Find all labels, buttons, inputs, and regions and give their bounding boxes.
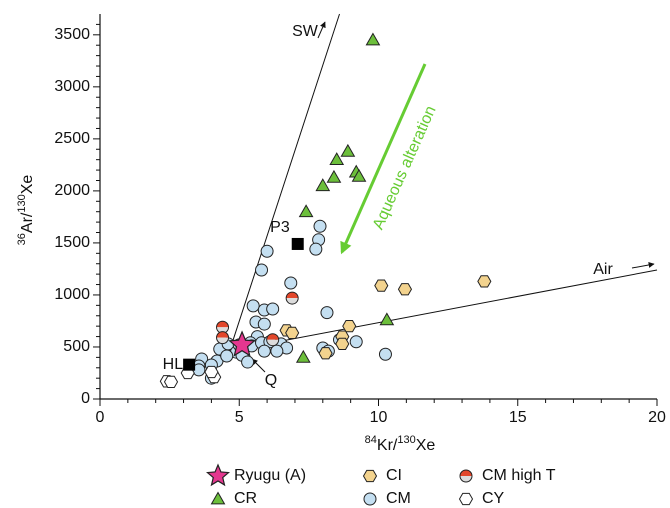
y-tick-label: 500 [63, 338, 90, 355]
reference-point [183, 358, 196, 371]
marker-bottom [460, 476, 472, 482]
point [335, 337, 350, 350]
reference-point [291, 237, 304, 250]
marker-outline [285, 291, 299, 305]
legend-marker [459, 469, 473, 483]
y-tick-label: 2000 [54, 182, 90, 199]
point [351, 168, 367, 182]
marker-outline [266, 333, 280, 347]
point [266, 302, 280, 316]
legend-label: Ryugu (A) [234, 467, 306, 484]
legend-marker [206, 463, 230, 487]
line-label: Air [593, 261, 613, 278]
point [349, 335, 363, 349]
point [246, 299, 260, 313]
marker-outline [216, 331, 230, 345]
mixing-line [239, 269, 658, 350]
y-tick-label: 3500 [54, 26, 90, 43]
point [260, 244, 274, 258]
reference-label: P3 [270, 219, 290, 236]
point [216, 331, 230, 345]
point [241, 355, 255, 369]
point [309, 242, 323, 256]
legend-label: CM [386, 490, 411, 507]
point [255, 263, 269, 277]
point [284, 276, 298, 290]
point [204, 365, 219, 379]
point [320, 306, 334, 320]
point [378, 347, 392, 361]
point [342, 320, 357, 333]
point [266, 333, 280, 347]
x-tick-label: 20 [648, 409, 666, 426]
y-tick-label: 1500 [54, 234, 90, 251]
point [374, 279, 389, 292]
x-tick-label: 10 [370, 409, 388, 426]
point [365, 32, 381, 46]
point [270, 344, 284, 358]
x-axis-label: 84Kr/130Xe [365, 434, 436, 454]
mixing-line [227, 13, 340, 356]
point [220, 349, 234, 363]
y-tick-label: 2500 [54, 130, 90, 147]
point [379, 312, 395, 326]
point [315, 178, 331, 192]
marker-bottom [216, 327, 229, 334]
q-label: Q [265, 372, 277, 389]
legend-label: CI [386, 467, 402, 484]
legend-marker [363, 492, 377, 506]
point [298, 204, 314, 218]
sw-arrow [317, 21, 326, 39]
marker-bottom [216, 337, 229, 344]
legend-label: CM high T [482, 467, 556, 484]
marker-top [266, 333, 279, 340]
point [257, 344, 271, 358]
q-arrow [251, 358, 266, 373]
line-label: SW [292, 23, 319, 40]
point [163, 375, 179, 388]
marker-bottom [286, 298, 299, 305]
marker-top [286, 292, 299, 299]
y-tick-label: 1000 [54, 286, 90, 303]
point [285, 291, 299, 305]
point [329, 152, 345, 166]
legend-marker [458, 492, 474, 506]
marker-top [216, 321, 229, 328]
point [228, 330, 256, 357]
x-tick-label: 5 [235, 409, 244, 426]
marker-bottom [266, 339, 279, 346]
point [295, 349, 311, 363]
air-arrow [631, 262, 655, 269]
point [326, 169, 342, 183]
marker-top [216, 331, 229, 338]
marker-outline [459, 469, 473, 483]
point [285, 326, 300, 340]
point [257, 317, 271, 331]
point [216, 320, 230, 334]
y-tick-label: 0 [81, 390, 90, 407]
legend-marker [210, 491, 226, 505]
point [477, 275, 492, 288]
legend-marker [362, 469, 378, 483]
point [318, 347, 333, 360]
point [397, 283, 413, 296]
y-tick-label: 3000 [54, 78, 90, 95]
y-axis-label: 36Ar/130Xe [16, 175, 36, 246]
x-tick-label: 15 [509, 409, 527, 426]
x-tick-label: 0 [96, 409, 105, 426]
marker-top [460, 470, 472, 476]
point [340, 143, 356, 157]
legend-label: CR [234, 490, 257, 507]
reference-label: HL [163, 356, 184, 373]
point [313, 219, 327, 233]
legend-label: CY [482, 490, 505, 507]
alteration-arrow [340, 63, 427, 255]
